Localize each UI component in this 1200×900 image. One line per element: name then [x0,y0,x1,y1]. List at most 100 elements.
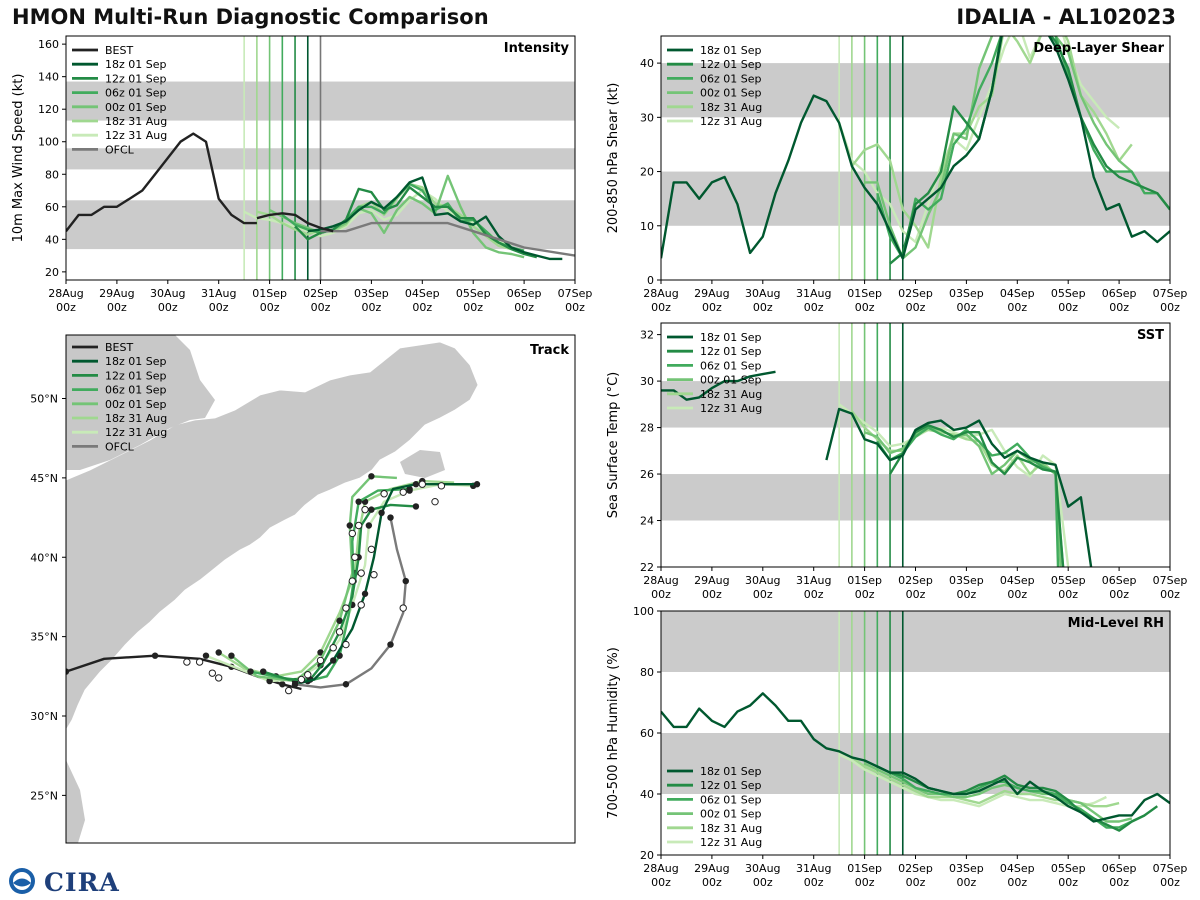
sst-xtick-label: 29Aug [694,574,729,587]
track-title: Track [530,343,569,358]
track-point [378,509,385,516]
intensity-legend-label: BEST [105,44,133,57]
shear-panel: 01020304028Aug00z29Aug00z30Aug00z31Aug00… [606,35,1187,314]
track-forecast-marker [351,553,359,561]
sst-xtick-label: 03Sep [949,574,984,587]
track-legend-label: OFCL [105,440,135,453]
track-point [66,668,70,675]
rh-ytick-label: 40 [640,788,654,801]
sst-xtick-label: 31Aug [796,574,831,587]
track-series-line [294,483,477,686]
sst-ylabel: Sea Surface Temp (°C) [606,372,621,519]
intensity-ylabel: 10m Max Wind Speed (kt) [11,74,26,243]
shear-ytick-label: 30 [640,111,654,124]
shear-ylabel: 200-850 hPa Shear (kt) [606,83,621,234]
track-forecast-marker [335,628,344,636]
rh-legend-label: 12z 31 Aug [700,836,762,849]
north-america-landmass [66,341,479,731]
intensity-legend-label: 12z 31 Aug [105,129,167,142]
track-point [260,668,267,675]
track-forecast-marker [342,640,350,649]
intensity-ytick-label: 60 [45,201,59,214]
rh-legend-label: 18z 01 Sep [700,765,762,778]
rh-xtick-label: 04Sep [1000,862,1035,875]
intensity-xtick-label: 00z [158,301,178,314]
rh-ytick-label: 100 [633,605,654,618]
track-forecast-marker [195,658,204,666]
track-forecast-marker [380,490,388,498]
rh-xtick-label: 00z [651,876,671,889]
track-forecast-marker [304,671,312,679]
track-forecast-marker [357,569,365,577]
intensity-xtick-label: 29Aug [99,287,134,300]
track-forecast-marker [418,480,426,488]
intensity-legend-label: 18z 01 Sep [105,58,167,71]
track-forecast-marker [431,497,439,506]
intensity-xtick-label: 31Aug [201,287,236,300]
rh-xtick-label: 07Sep [1153,862,1188,875]
sst-xtick-label: 05Sep [1051,574,1086,587]
shear-legend-label: 18z 01 Sep [700,44,762,57]
shear-ytick-label: 0 [647,274,654,287]
sst-series-line [888,424,1065,567]
track-ytick-label: 35°N [30,631,58,644]
shear-xtick-label: 31Aug [796,287,831,300]
sst-ytick-label: 32 [640,329,654,342]
rh-xtick-label: 06Sep [1102,862,1137,875]
track-point [346,522,353,529]
sst-xtick-label: 00z [651,588,671,601]
shear-xtick-label: 01Sep [847,287,882,300]
shear-legend-label: 00z 01 Sep [700,87,762,100]
sst-xtick-label: 04Sep [1000,574,1035,587]
track-point [228,652,235,659]
track-point [387,641,394,648]
track-forecast-marker [342,604,350,612]
shear-xtick-label: 00z [855,301,875,314]
shear-xtick-label: 29Aug [694,287,729,300]
shear-xtick-label: 02Sep [898,287,933,300]
track-legend-label: 18z 31 Aug [105,412,167,425]
shear-series-line [850,36,1133,249]
rh-xtick-label: 31Aug [796,862,831,875]
rh-panel: 2040608010028Aug00z29Aug00z30Aug00z31Aug… [606,605,1187,889]
rh-xtick-label: 28Aug [643,862,678,875]
rh-xtick-label: 00z [855,876,875,889]
rh-xtick-label: 00z [753,876,773,889]
rh-xtick-label: 00z [1160,876,1180,889]
sst-xtick-label: 00z [957,588,977,601]
intensity-series-line [66,132,257,232]
shear-xtick-label: 06Sep [1102,287,1137,300]
shear-xtick-label: 00z [702,301,722,314]
sst-series-line [838,403,1070,567]
track-forecast-marker [215,674,223,682]
rh-series-line [838,753,1107,808]
main-title: HMON Multi-Run Diagnostic Comparison [12,5,489,29]
shear-xtick-label: 30Aug [745,287,780,300]
intensity-xtick-label: 00z [311,301,331,314]
track-series-line [66,654,302,691]
track-forecast-marker [354,521,363,530]
shear-xtick-label: 28Aug [643,287,678,300]
track-forecast-marker [370,571,378,579]
track-forecast-marker [348,529,357,538]
intensity-ytick-label: 120 [38,103,59,116]
sst-xtick-label: 00z [906,588,926,601]
shear-ytick-label: 10 [640,220,654,233]
rh-xtick-label: 30Aug [745,862,780,875]
sst-xtick-label: 00z [702,588,722,601]
intensity-legend-label: 18z 31 Aug [105,115,167,128]
intensity-legend-label: 00z 01 Sep [105,101,167,114]
intensity-xtick-label: 01Sep [252,287,287,300]
intensity-series-line [294,186,538,259]
track-forecast-marker [357,601,365,609]
track-ytick-label: 40°N [30,551,58,564]
shear-xtick-label: 03Sep [949,287,984,300]
track-forecast-marker [316,656,325,665]
track-forecast-marker [348,577,357,585]
rh-xtick-label: 00z [804,876,824,889]
shear-xtick-label: 00z [651,301,671,314]
